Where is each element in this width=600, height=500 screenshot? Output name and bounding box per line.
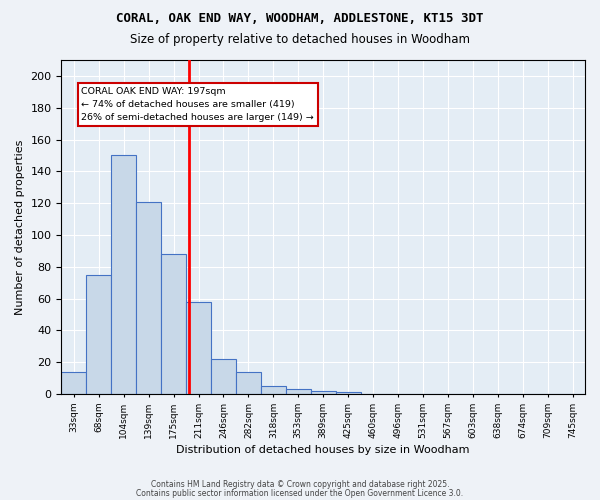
Bar (161, 254, 186, 394)
Text: CORAL OAK END WAY: 197sqm
← 74% of detached houses are smaller (419)
26% of semi: CORAL OAK END WAY: 197sqm ← 74% of detac… (82, 87, 314, 122)
Y-axis label: Number of detached properties: Number of detached properties (15, 140, 25, 314)
Bar (286, 390, 311, 394)
Bar (186, 302, 211, 394)
Bar (261, 386, 286, 394)
Bar (61, 372, 86, 394)
Text: Contains HM Land Registry data © Crown copyright and database right 2025.: Contains HM Land Registry data © Crown c… (151, 480, 449, 489)
X-axis label: Distribution of detached houses by size in Woodham: Distribution of detached houses by size … (176, 445, 470, 455)
Text: Contains public sector information licensed under the Open Government Licence 3.: Contains public sector information licen… (136, 489, 464, 498)
Bar (335, 392, 361, 394)
Bar (86, 274, 111, 394)
Bar (236, 372, 261, 394)
Bar (136, 202, 161, 394)
Text: Size of property relative to detached houses in Woodham: Size of property relative to detached ho… (130, 32, 470, 46)
Bar (211, 359, 236, 394)
Text: CORAL, OAK END WAY, WOODHAM, ADDLESTONE, KT15 3DT: CORAL, OAK END WAY, WOODHAM, ADDLESTONE,… (116, 12, 484, 26)
Bar (111, 156, 136, 394)
Bar (311, 391, 335, 394)
